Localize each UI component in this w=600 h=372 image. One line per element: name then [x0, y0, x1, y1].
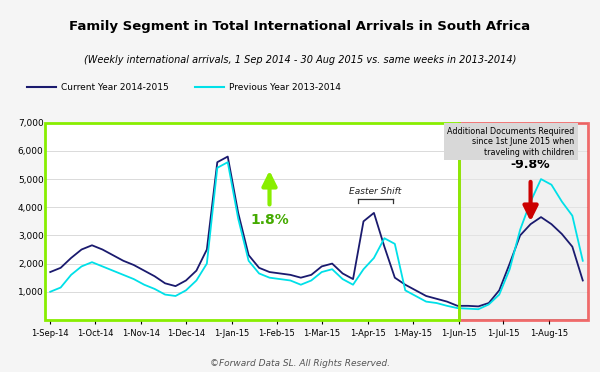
- Text: Previous Year 2013-2014: Previous Year 2013-2014: [229, 83, 340, 92]
- Bar: [45, 123, 458, 320]
- Text: ©Forward Data SL. All Rights Reserved.: ©Forward Data SL. All Rights Reserved.: [210, 359, 390, 368]
- Bar: [458, 123, 588, 320]
- Text: Easter Shift: Easter Shift: [349, 187, 401, 196]
- Text: -9.8%: -9.8%: [511, 158, 550, 171]
- Text: 1.8%: 1.8%: [250, 213, 289, 227]
- Text: Current Year 2014-2015: Current Year 2014-2015: [61, 83, 169, 92]
- Text: Family Segment in Total International Arrivals in South Africa: Family Segment in Total International Ar…: [70, 20, 530, 33]
- Text: Additional Documents Required
since 1st June 2015 when
traveling with children: Additional Documents Required since 1st …: [447, 127, 574, 157]
- Text: (Weekly international arrivals, 1 Sep 2014 - 30 Aug 2015 vs. same weeks in 2013-: (Weekly international arrivals, 1 Sep 20…: [84, 55, 516, 65]
